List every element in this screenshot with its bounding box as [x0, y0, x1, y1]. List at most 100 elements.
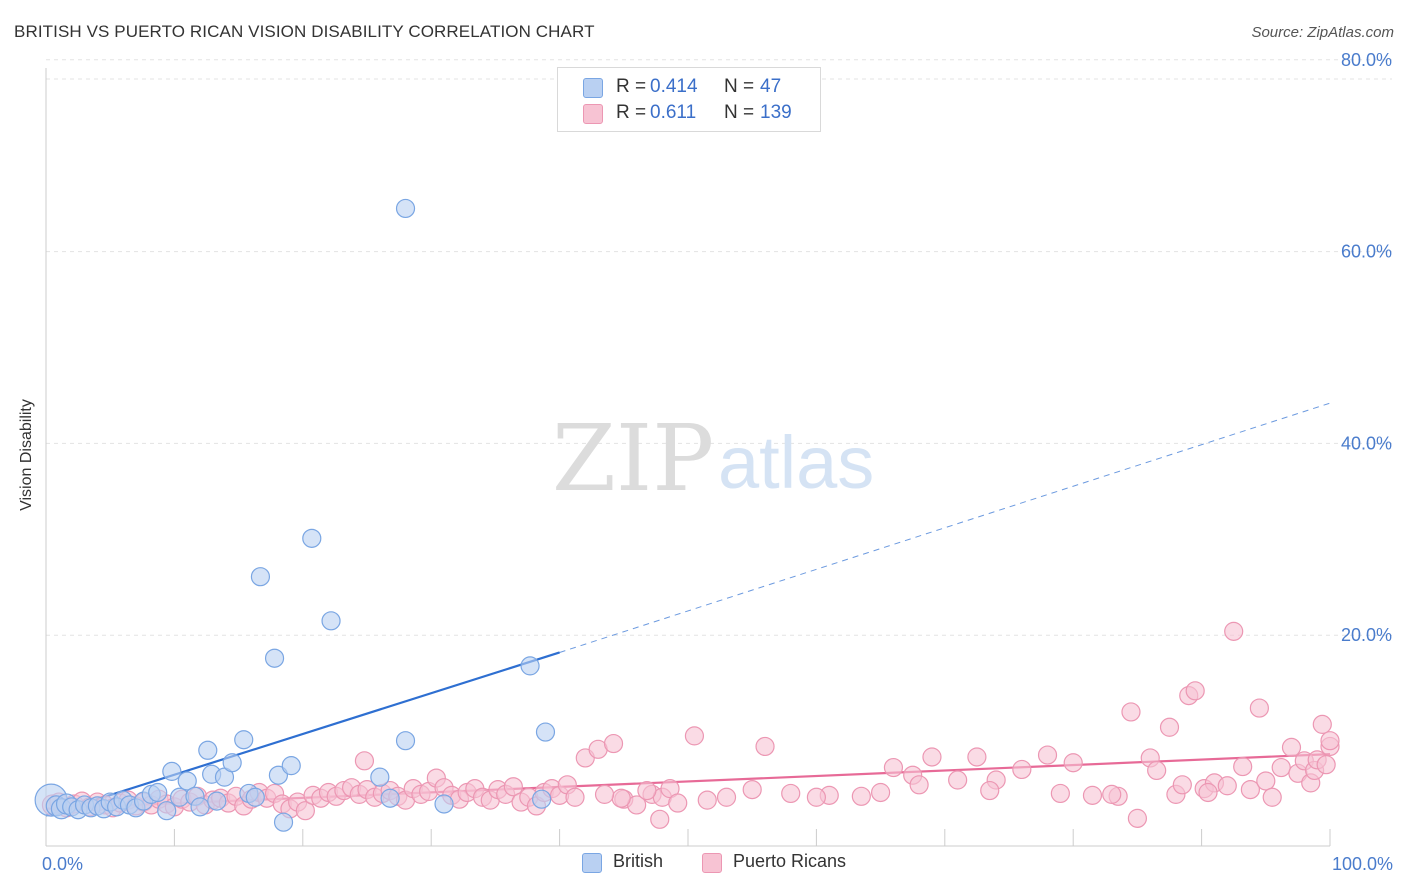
puerto-ricans-point — [883, 757, 904, 778]
puerto-ricans-point — [1159, 717, 1180, 737]
british-point — [395, 198, 416, 219]
puerto-ricans-point — [781, 783, 801, 804]
puerto-ricans-point — [1262, 787, 1282, 807]
puerto-ricans-point — [870, 782, 891, 803]
british-trend-line — [45, 651, 560, 817]
puerto-ricans-point — [1127, 808, 1148, 828]
british-point — [190, 797, 210, 817]
puerto-ricans-point — [594, 784, 615, 804]
puerto-ricans-point — [295, 801, 315, 821]
puerto-ricans-point — [650, 809, 670, 829]
source-label: Source: ZipAtlas.com — [1251, 24, 1394, 41]
british-point — [302, 528, 322, 548]
british-point — [162, 761, 182, 781]
puerto-ricans-point — [1172, 775, 1192, 795]
puerto-ricans-point — [851, 786, 871, 806]
puerto-ricans-point — [1240, 779, 1260, 800]
puerto-ricans-point — [806, 787, 827, 807]
puerto-ricans-point — [684, 726, 705, 746]
chart-title: BRITISH VS PUERTO RICAN VISION DISABILIT… — [14, 22, 595, 41]
puerto-ricans-point — [1037, 745, 1058, 765]
watermark: ZIP atlas — [552, 405, 874, 512]
r-value: 0.611 — [650, 102, 697, 123]
puerto-ricans-point — [1217, 776, 1237, 796]
watermark-zip: ZIP — [552, 405, 714, 512]
puerto-ricans-point — [668, 793, 688, 813]
puerto-ricans-point — [1012, 759, 1032, 780]
british-point — [234, 730, 254, 750]
r-value: 0.414 — [650, 76, 698, 97]
puerto-ricans-point — [1185, 681, 1205, 701]
puerto-ricans-swatch — [583, 104, 603, 124]
puerto-ricans-point — [611, 788, 631, 808]
puerto-ricans-point — [354, 751, 375, 771]
british-point — [532, 789, 552, 809]
british-point — [321, 611, 341, 631]
puerto-ricans-point — [909, 775, 929, 795]
puerto-ricans-point — [1316, 755, 1336, 775]
british-point — [157, 801, 177, 821]
x-tick-label: 0.0% — [42, 854, 83, 874]
legend-label: British — [613, 851, 664, 871]
x-tick-label: 100.0% — [1332, 854, 1393, 874]
british-point — [207, 791, 227, 811]
british-swatch — [583, 78, 603, 98]
puerto-ricans-point — [967, 747, 987, 767]
data-points — [34, 198, 1340, 832]
puerto-ricans-point — [1271, 757, 1291, 778]
british-point — [268, 765, 289, 785]
british-point — [535, 722, 556, 742]
n-value: 139 — [760, 102, 792, 123]
british-point — [198, 740, 218, 760]
puerto-ricans-point — [697, 790, 717, 810]
puerto-ricans-point — [742, 779, 762, 800]
british-swatch — [582, 853, 602, 873]
british-point — [380, 788, 400, 808]
british-point — [264, 648, 285, 668]
y-tick-label: 80.0% — [1341, 50, 1392, 70]
puerto-ricans-point — [565, 787, 585, 807]
puerto-ricans-point — [1121, 702, 1141, 722]
british-point — [245, 787, 265, 807]
british-point — [434, 794, 454, 814]
puerto-ricans-point — [1249, 698, 1269, 718]
puerto-ricans-point — [1082, 785, 1103, 805]
puerto-ricans-point — [1224, 621, 1244, 641]
watermark-atlas: atlas — [718, 421, 874, 504]
y-tick-label: 60.0% — [1341, 242, 1392, 262]
british-point — [370, 767, 390, 787]
puerto-ricans-point — [755, 736, 775, 757]
british-point — [520, 656, 540, 676]
puerto-ricans-point — [503, 777, 523, 797]
gridlines — [46, 59, 1392, 636]
puerto-ricans-point — [603, 733, 624, 754]
y-tick-label: 40.0% — [1341, 433, 1392, 453]
legend-label: Puerto Ricans — [733, 851, 847, 871]
british-point — [148, 782, 168, 803]
puerto-ricans-point — [637, 780, 657, 801]
puerto-ricans-point — [1050, 783, 1070, 804]
british-point — [273, 812, 294, 832]
stats-legend: R = 0.414 N = 47 R = 0.611 N = 139 — [557, 67, 821, 132]
british-point — [395, 731, 416, 751]
british-point — [177, 771, 197, 791]
n-label: N = — [724, 76, 755, 97]
n-label: N = — [724, 102, 755, 123]
axes — [45, 68, 1331, 847]
n-value: 47 — [760, 76, 782, 97]
puerto-ricans-point — [1233, 756, 1253, 777]
puerto-ricans-point — [716, 787, 737, 807]
puerto-ricans-point — [922, 747, 942, 767]
british-point — [222, 753, 242, 773]
puerto-ricans-point — [1281, 737, 1302, 758]
puerto-ricans-point — [1102, 784, 1122, 804]
puerto-ricans-point — [1147, 760, 1167, 781]
puerto-ricans-point — [1320, 731, 1340, 751]
puerto-ricans-point — [1198, 782, 1218, 803]
british-trend-extension — [559, 402, 1331, 653]
puerto-ricans-point — [1063, 753, 1083, 773]
y-tick-label: 20.0% — [1341, 625, 1392, 645]
british-point — [250, 567, 271, 587]
puerto-ricans-point — [980, 780, 1000, 801]
